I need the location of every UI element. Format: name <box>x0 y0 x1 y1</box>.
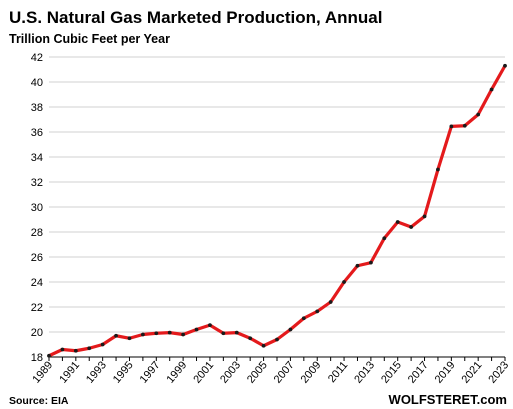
x-tick-label: 2011 <box>326 359 350 385</box>
data-point-2014 <box>382 236 387 241</box>
data-point-2010 <box>328 300 333 304</box>
data-point-1994 <box>114 333 118 338</box>
y-tick-label: 32 <box>31 177 43 189</box>
data-point-2018 <box>436 167 440 172</box>
series <box>47 63 507 358</box>
x-tick-label: 2009 <box>299 359 324 385</box>
x-tick-label: 2005 <box>245 359 270 385</box>
x-tick-label: 1997 <box>138 359 163 385</box>
x-tick-label: 1991 <box>57 359 82 385</box>
x-tick-label: 1999 <box>164 359 189 385</box>
data-point-2003 <box>234 330 239 335</box>
chart-title: U.S. Natural Gas Marketed Production, An… <box>9 8 382 27</box>
data-point-2000 <box>194 327 199 332</box>
source-note: Source: EIA <box>9 395 69 407</box>
x-tick-label: 2017 <box>406 359 431 385</box>
y-tick-label: 30 <box>31 202 43 214</box>
data-point-1992 <box>87 346 92 351</box>
brand-watermark: WOLFSTERET.com <box>389 392 507 407</box>
data-point-1990 <box>60 347 65 352</box>
data-point-2009 <box>315 309 320 314</box>
x-tick-label: 2003 <box>218 359 243 385</box>
data-point-2016 <box>409 225 414 229</box>
y-tick-label: 26 <box>31 252 43 264</box>
data-point-1989 <box>47 353 51 358</box>
data-point-2015 <box>395 220 400 224</box>
x-tick-label: 1995 <box>111 359 136 385</box>
gridlines <box>49 56 505 333</box>
data-point-2020 <box>462 123 467 128</box>
data-point-2001 <box>208 323 212 328</box>
data-point-1999 <box>181 332 186 337</box>
data-point-2005 <box>261 343 266 348</box>
y-tick-label: 18 <box>31 352 43 364</box>
y-tick-label: 38 <box>31 102 43 114</box>
data-point-1991 <box>73 348 78 353</box>
data-point-2021 <box>476 112 481 117</box>
data-point-2008 <box>301 316 306 321</box>
data-point-1998 <box>167 330 172 335</box>
data-point-1996 <box>140 332 145 337</box>
data-point-2002 <box>221 331 226 336</box>
data-point-2013 <box>368 260 373 265</box>
y-tick-label: 22 <box>31 302 43 314</box>
y-tick-label: 36 <box>31 127 43 139</box>
y-tick-label: 42 <box>31 52 43 64</box>
data-point-2022 <box>489 87 494 92</box>
data-point-2011 <box>342 280 346 284</box>
y-tick-labels: 18 20 22 24 26 28 30 32 34 36 38 40 42 <box>31 52 43 364</box>
x-tick-labels: 1989 1991 1993 1995 1997 1999 2001 2003 2005 2007… <box>30 359 511 385</box>
data-point-2004 <box>248 336 253 341</box>
x-tick-label: 2013 <box>352 359 377 385</box>
data-point-2012 <box>355 263 360 268</box>
x-tick-label: 2001 <box>191 359 216 385</box>
y-tick-label: 40 <box>31 77 43 89</box>
x-tick-label: 2021 <box>460 359 485 385</box>
series-line <box>47 64 507 358</box>
x-tick-label: 2015 <box>379 359 404 385</box>
axes <box>48 356 506 361</box>
data-point-2006 <box>275 337 279 342</box>
x-tick-label: 2007 <box>272 359 297 385</box>
data-point-1995 <box>127 336 132 341</box>
data-point-2007 <box>288 327 293 332</box>
data-point-2017 <box>422 214 427 219</box>
data-point-2023 <box>503 63 507 68</box>
y-tick-label: 20 <box>31 327 43 339</box>
x-tick-label: 2019 <box>433 359 458 385</box>
x-tick-label: 2023 <box>486 359 511 385</box>
y-tick-label: 34 <box>31 152 43 164</box>
chart-subtitle: Trillion Cubic Feet per Year <box>9 32 170 46</box>
x-tick-label: 1993 <box>84 359 109 385</box>
data-point-2019 <box>449 124 454 129</box>
data-point-1993 <box>100 342 105 347</box>
y-tick-label: 24 <box>31 277 43 289</box>
data-point-1997 <box>154 331 159 336</box>
y-tick-label: 28 <box>31 227 43 239</box>
